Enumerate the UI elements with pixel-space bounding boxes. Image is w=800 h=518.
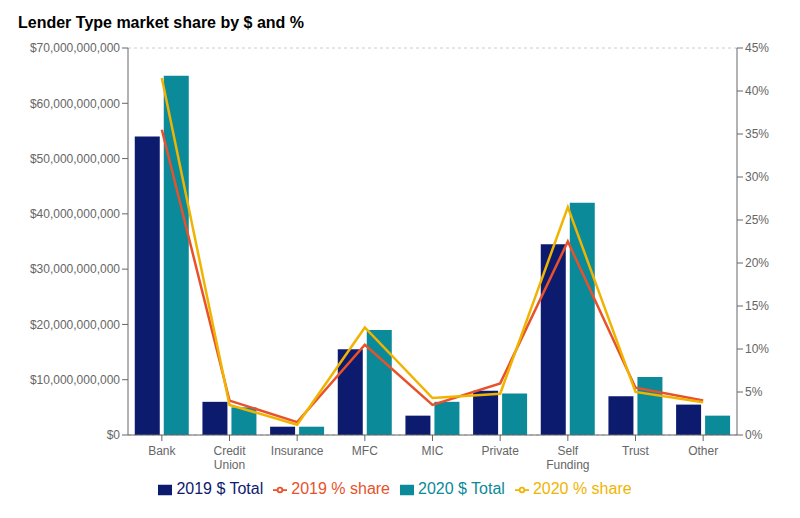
svg-text:$60,000,000,000: $60,000,000,000	[30, 97, 120, 111]
svg-text:$70,000,000,000: $70,000,000,000	[30, 41, 120, 55]
html-text:2019 $ Total: 2019 $ Total	[176, 480, 264, 497]
svg-text:$30,000,000,000: $30,000,000,000	[30, 262, 120, 276]
svg-text:25%: 25%	[745, 213, 769, 227]
svg-text:0%: 0%	[745, 428, 763, 442]
svg-text:$50,000,000,000: $50,000,000,000	[30, 152, 120, 166]
svg-text:MFC: MFC	[352, 444, 378, 458]
html-text:2020 $ Total: 2020 $ Total	[418, 480, 505, 497]
svg-text:MIC: MIC	[422, 444, 444, 458]
svg-text:5%: 5%	[745, 385, 763, 399]
svg-text:40%: 40%	[745, 84, 769, 98]
svg-text:35%: 35%	[745, 127, 769, 141]
svg-text:Bank: Bank	[148, 444, 176, 458]
svg-text:30%: 30%	[745, 170, 769, 184]
svg-text:$20,000,000,000: $20,000,000,000	[30, 318, 120, 332]
svg-text:SelfFunding: SelfFunding	[546, 444, 589, 472]
svg-text:$0: $0	[107, 428, 121, 442]
html-text:2019 % share: 2019 % share	[291, 480, 390, 497]
svg-text:20%: 20%	[745, 256, 769, 270]
svg-text:$10,000,000,000: $10,000,000,000	[30, 373, 120, 387]
svg-text:$40,000,000,000: $40,000,000,000	[30, 207, 120, 221]
html-text:2020 % share: 2020 % share	[532, 480, 632, 497]
svg-text:15%: 15%	[745, 299, 769, 313]
svg-text:45%: 45%	[745, 41, 769, 55]
html-text:Lender Type market share by $: Lender Type market share by $ and %	[18, 14, 304, 31]
svg-text:Trust: Trust	[622, 444, 650, 458]
svg-text:10%: 10%	[745, 342, 769, 356]
svg-text:Private: Private	[481, 444, 519, 458]
svg-text:CreditUnion: CreditUnion	[213, 444, 246, 472]
svg-text:Insurance: Insurance	[271, 444, 324, 458]
svg-text:Other: Other	[688, 444, 718, 458]
